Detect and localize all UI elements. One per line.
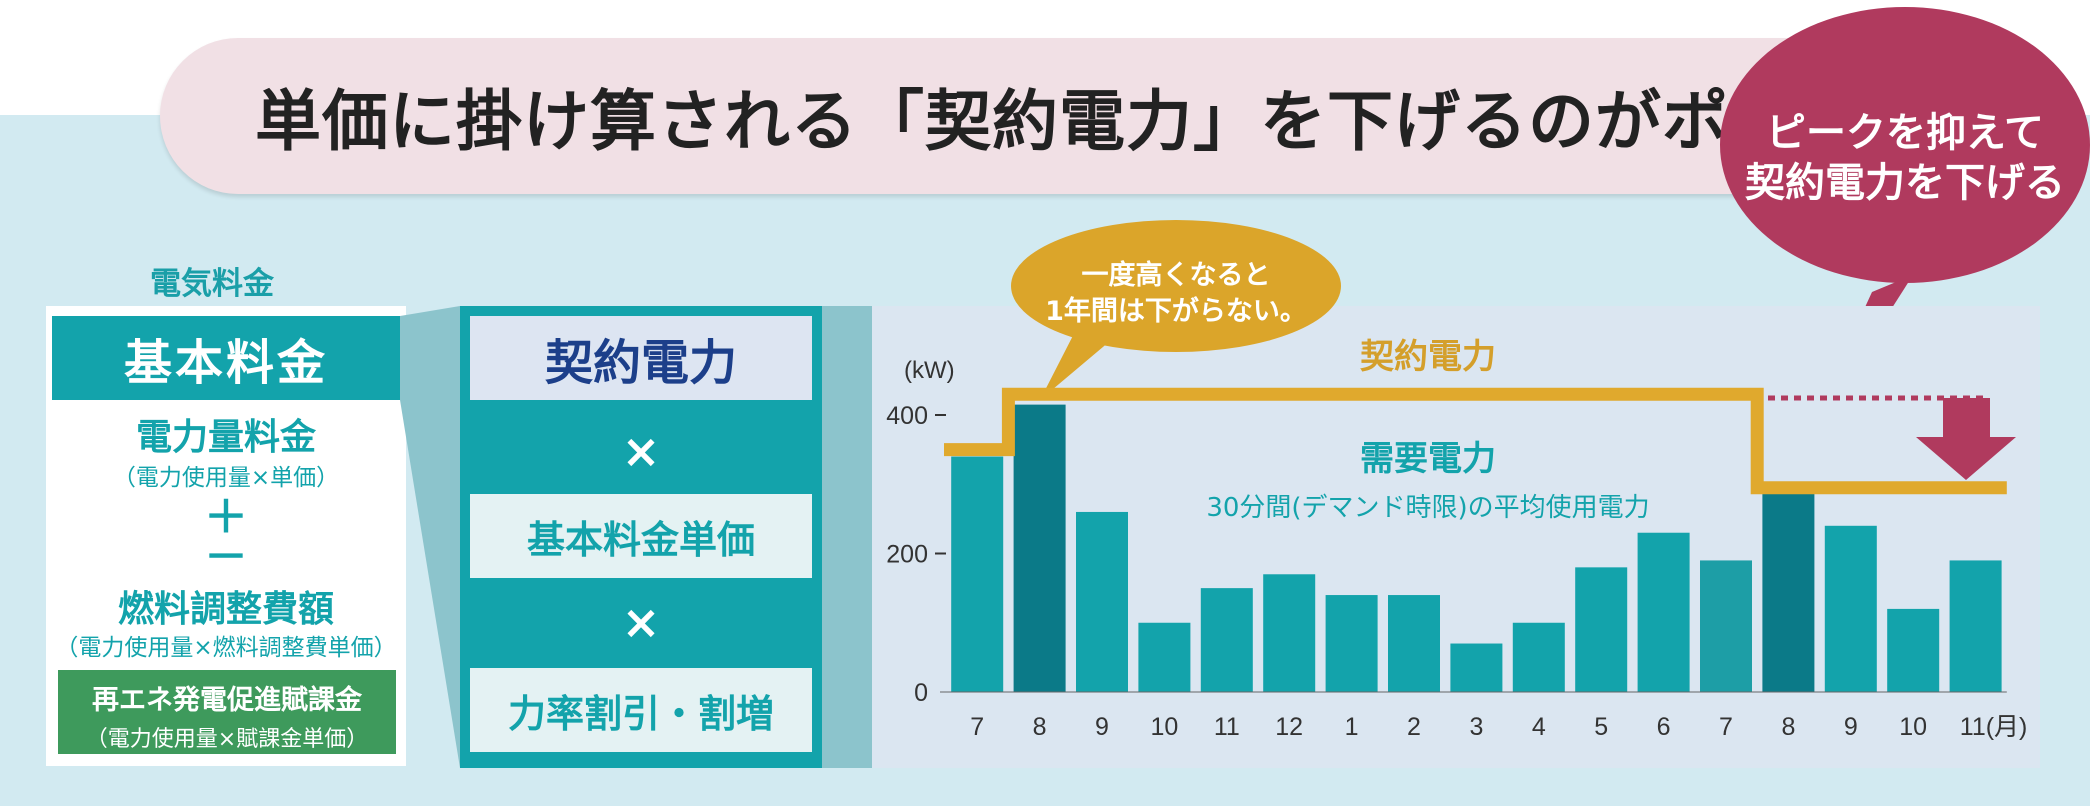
x-tick-label: 3	[1469, 713, 1483, 741]
demand-bar	[1076, 511, 1128, 692]
peak-callout-line2: 契約電力を下げる	[1745, 160, 2065, 206]
peak-callout-line1: ピークを抑えて	[1766, 110, 2044, 156]
demand-bar	[1200, 588, 1253, 692]
demand-bar	[1013, 404, 1066, 692]
fuel-fee-label: 燃料調整費額	[117, 589, 334, 630]
x-tick-label: 6	[1657, 713, 1671, 741]
plus-sign: ＋	[204, 492, 248, 543]
demand-bar	[1325, 595, 1378, 692]
demand-power-label: 需要電力	[1360, 439, 1496, 479]
minus-sign: －	[204, 532, 248, 583]
x-tick-label: 11(月)	[1960, 713, 2028, 741]
x-tick-label: 7	[970, 713, 984, 741]
once-callout-bubble	[1011, 220, 1341, 352]
x-tick-label: 9	[1095, 713, 1109, 741]
contract-power-cell: 契約電力	[470, 316, 812, 400]
renewable-surcharge-label: 再エネ発電促進賦課金	[92, 685, 362, 716]
demand-bar	[1700, 560, 1752, 692]
reduction-arrow-icon	[1916, 398, 2016, 480]
x-tick-label: 7	[1719, 713, 1733, 741]
renewable-surcharge-note: （電力使用量×賦課金単価）	[85, 727, 369, 752]
x-tick-label: 8	[1781, 713, 1795, 741]
once-callout-line2: 1年間は下がらない。	[1045, 296, 1307, 327]
power-factor-cell: 力率割引・割増	[470, 668, 812, 752]
times-sign-2: ×	[621, 595, 661, 649]
demand-bar	[1949, 560, 2002, 692]
fee-label: 電気料金	[150, 266, 274, 302]
y-tick-label: 400	[886, 402, 928, 430]
fuel-fee-note: （電力使用量×燃料調整費単価）	[55, 635, 397, 661]
y-tick-label: 0	[914, 679, 928, 707]
y-axis-unit: (kW)	[904, 357, 955, 384]
demand-bar	[1512, 622, 1565, 692]
x-tick-label: 4	[1532, 713, 1546, 741]
x-tick-label: 1	[1345, 713, 1359, 741]
once-callout-line1: 一度高くなると	[1081, 260, 1271, 291]
demand-bar	[1388, 595, 1440, 692]
x-tick-label: 11	[1214, 713, 1240, 741]
renewable-surcharge-box: 再エネ発電促進賦課金 （電力使用量×賦課金単価）	[58, 670, 396, 754]
x-tick-label: 5	[1594, 713, 1608, 741]
demand-power-note: 30分間(デマンド時限)の平均使用電力	[1206, 493, 1649, 523]
demand-bar	[951, 456, 1004, 692]
times-sign-1: ×	[621, 424, 661, 478]
contract-power-line	[944, 387, 2007, 495]
x-tick-label: 8	[1033, 713, 1047, 741]
demand-bar	[1824, 525, 1877, 692]
energy-fee-note: （電力使用量×単価）	[112, 465, 340, 491]
demand-bar	[1762, 491, 1815, 692]
demand-bar	[1450, 643, 1503, 692]
demand-bar	[1887, 608, 1940, 692]
x-tick-label: 12	[1275, 713, 1303, 741]
demand-bar	[1138, 622, 1191, 692]
title-banner	[160, 38, 1920, 194]
y-tick-label: 200	[886, 541, 928, 569]
x-tick-label: 10	[1899, 713, 1927, 741]
x-tick-label: 10	[1150, 713, 1178, 741]
demand-bar	[1637, 532, 1690, 692]
basic-fee-bar: 基本料金	[52, 316, 400, 400]
contract-power-label: 契約電力	[1360, 337, 1496, 377]
unit-price-cell: 基本料金単価	[470, 494, 812, 578]
energy-fee-label: 電力量料金	[135, 417, 316, 458]
demand-bar	[1575, 567, 1628, 692]
page-title: 単価に掛け算される「契約電力」を下げるのがポイント	[255, 83, 1930, 160]
x-tick-label: 9	[1844, 713, 1858, 741]
x-tick-label: 2	[1407, 713, 1421, 741]
demand-bar	[1263, 574, 1316, 692]
